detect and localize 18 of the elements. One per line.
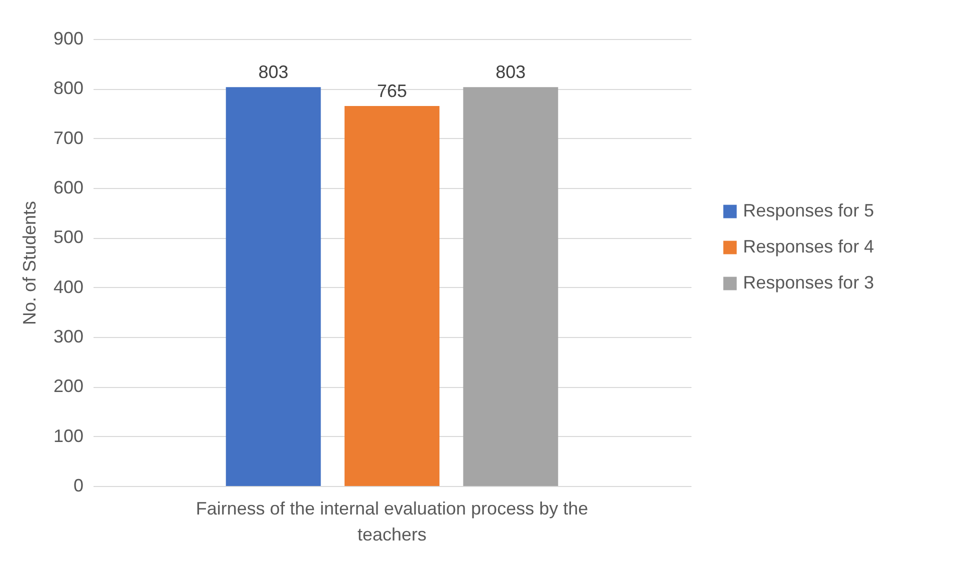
y-tick-label: 600 [53,178,84,198]
y-tick-label: 300 [53,326,84,346]
legend-label: Responses for 3 [743,272,874,292]
y-axis-title: No. of Students [19,200,40,326]
y-tick-label: 400 [53,276,84,297]
data-label: 765 [376,81,408,102]
data-label: 803 [496,62,526,82]
legend-label: Responses for 4 [743,236,874,256]
x-tick-label: Fairness of the internal evaluation process by the teachers [196,498,588,544]
y-tick-label: 500 [53,227,84,248]
legend-label: Responses for 5 [743,200,874,220]
y-tick-label: 900 [53,28,84,48]
y-tick-label: 800 [53,78,84,98]
y-tick-label: 200 [53,376,84,396]
data-label: 803 [258,62,288,82]
y-tick-label: 700 [53,128,84,148]
y-tick-label: 0 [73,476,84,496]
y-tick-label: 100 [53,426,84,446]
